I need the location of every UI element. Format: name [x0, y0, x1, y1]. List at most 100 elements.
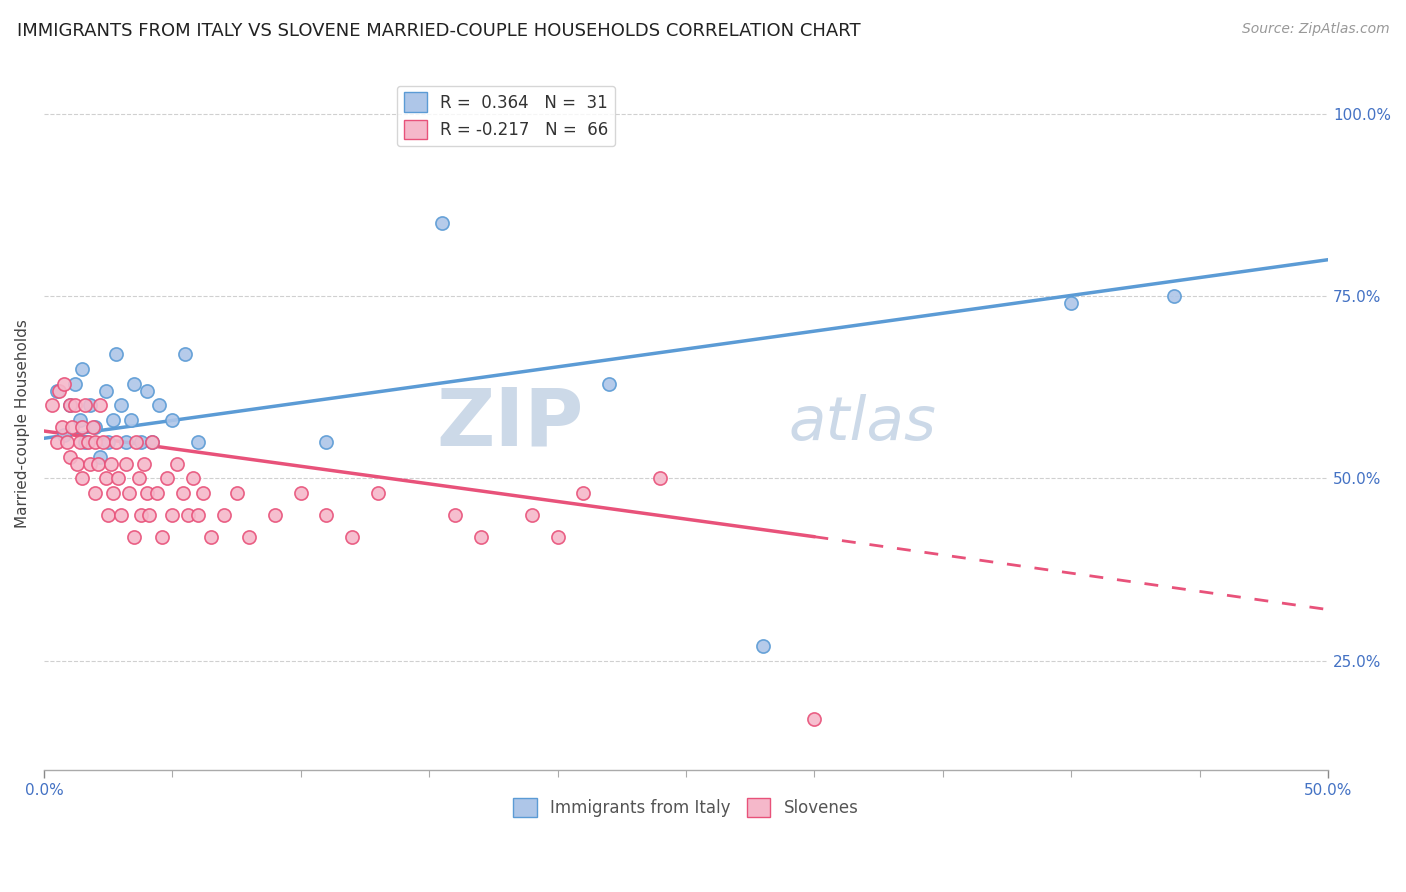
- Point: [315, 434, 337, 449]
- Point: [63, 399, 86, 413]
- Point: [470, 530, 492, 544]
- Point: [51, 420, 73, 434]
- Point: [103, 413, 125, 427]
- Point: [69, 413, 91, 427]
- Point: [340, 530, 363, 544]
- Point: [177, 508, 200, 522]
- Point: [122, 376, 145, 391]
- Point: [79, 457, 101, 471]
- Point: [76, 434, 98, 449]
- Point: [45, 384, 67, 398]
- Point: [82, 420, 104, 434]
- Point: [166, 457, 188, 471]
- Point: [547, 530, 569, 544]
- Point: [225, 486, 247, 500]
- Point: [58, 450, 80, 464]
- Point: [132, 457, 155, 471]
- Point: [187, 508, 209, 522]
- Point: [110, 399, 132, 413]
- Point: [156, 471, 179, 485]
- Point: [87, 457, 110, 471]
- Point: [84, 420, 107, 434]
- Text: Source: ZipAtlas.com: Source: ZipAtlas.com: [1241, 22, 1389, 37]
- Legend: Immigrants from Italy, Slovenes: Immigrants from Italy, Slovenes: [506, 791, 865, 824]
- Point: [73, 434, 96, 449]
- Point: [58, 399, 80, 413]
- Point: [150, 530, 173, 544]
- Point: [444, 508, 467, 522]
- Point: [69, 434, 91, 449]
- Point: [110, 508, 132, 522]
- Point: [138, 508, 160, 522]
- Point: [97, 434, 120, 449]
- Point: [103, 486, 125, 500]
- Point: [53, 376, 76, 391]
- Point: [174, 347, 197, 361]
- Point: [63, 376, 86, 391]
- Point: [107, 471, 129, 485]
- Point: [122, 530, 145, 544]
- Point: [264, 508, 287, 522]
- Point: [72, 420, 94, 434]
- Point: [135, 486, 157, 500]
- Point: [104, 347, 127, 361]
- Point: [89, 450, 111, 464]
- Point: [97, 508, 120, 522]
- Point: [181, 471, 204, 485]
- Point: [79, 399, 101, 413]
- Point: [367, 486, 389, 500]
- Point: [803, 712, 825, 726]
- Point: [53, 427, 76, 442]
- Point: [162, 508, 184, 522]
- Point: [66, 457, 89, 471]
- Point: [141, 434, 163, 449]
- Point: [430, 216, 453, 230]
- Point: [650, 471, 672, 485]
- Point: [520, 508, 543, 522]
- Point: [89, 399, 111, 413]
- Point: [315, 508, 337, 522]
- Point: [56, 434, 79, 449]
- Point: [48, 384, 70, 398]
- Point: [1163, 289, 1185, 303]
- Point: [212, 508, 235, 522]
- Point: [45, 434, 67, 449]
- Point: [131, 434, 153, 449]
- Point: [238, 530, 260, 544]
- Point: [72, 362, 94, 376]
- Point: [115, 457, 138, 471]
- Point: [598, 376, 620, 391]
- Point: [131, 508, 153, 522]
- Text: ZIP: ZIP: [436, 384, 583, 463]
- Point: [1060, 296, 1083, 310]
- Point: [162, 413, 184, 427]
- Point: [148, 399, 170, 413]
- Point: [100, 457, 122, 471]
- Point: [187, 434, 209, 449]
- Point: [572, 486, 595, 500]
- Point: [172, 486, 194, 500]
- Point: [94, 471, 117, 485]
- Point: [84, 434, 107, 449]
- Point: [290, 486, 312, 500]
- Text: atlas: atlas: [789, 394, 936, 453]
- Point: [72, 471, 94, 485]
- Point: [58, 399, 80, 413]
- Text: IMMIGRANTS FROM ITALY VS SLOVENE MARRIED-COUPLE HOUSEHOLDS CORRELATION CHART: IMMIGRANTS FROM ITALY VS SLOVENE MARRIED…: [17, 22, 860, 40]
- Point: [115, 434, 138, 449]
- Point: [94, 384, 117, 398]
- Point: [200, 530, 222, 544]
- Point: [84, 486, 107, 500]
- Point: [128, 471, 150, 485]
- Point: [146, 486, 169, 500]
- Point: [91, 434, 114, 449]
- Point: [125, 434, 148, 449]
- Y-axis label: Married-couple Households: Married-couple Households: [15, 319, 30, 528]
- Point: [60, 420, 83, 434]
- Point: [191, 486, 214, 500]
- Point: [41, 399, 63, 413]
- Point: [104, 434, 127, 449]
- Point: [135, 384, 157, 398]
- Point: [73, 399, 96, 413]
- Point: [120, 413, 142, 427]
